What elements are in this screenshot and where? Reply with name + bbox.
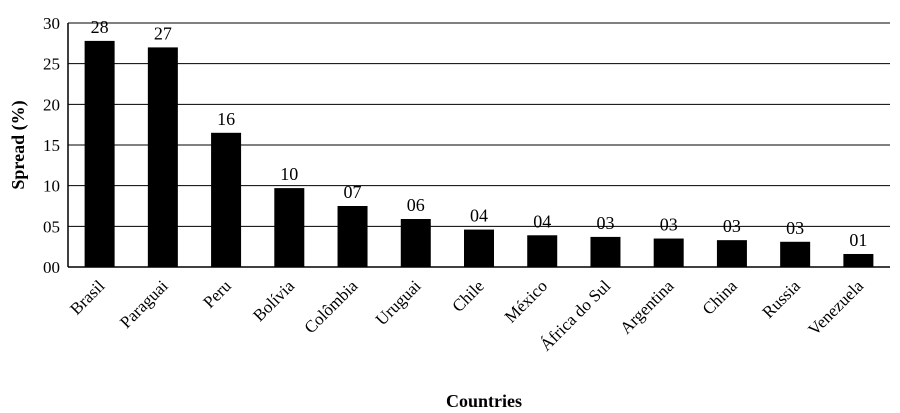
data-label: 04 bbox=[533, 211, 551, 231]
y-axis-ticks: 00 05 10 15 20 25 30 bbox=[43, 14, 60, 277]
bar bbox=[527, 235, 558, 267]
data-label: 06 bbox=[407, 195, 425, 215]
data-label: 04 bbox=[470, 206, 488, 226]
y-tick-label: 30 bbox=[43, 14, 60, 33]
x-axis-categories: Brasil Paraguai Peru Bolívia Colômbia Uruguai… bbox=[66, 276, 867, 355]
x-category-label: China bbox=[699, 276, 741, 318]
data-label: 16 bbox=[217, 109, 235, 129]
x-category-label: México bbox=[501, 276, 551, 326]
bar bbox=[400, 219, 431, 267]
y-tick-label: 20 bbox=[43, 95, 60, 114]
bar bbox=[147, 47, 178, 268]
bar bbox=[211, 132, 242, 267]
data-label: 28 bbox=[91, 17, 109, 37]
data-label: 27 bbox=[154, 23, 172, 43]
bar bbox=[780, 241, 811, 267]
y-tick-label: 05 bbox=[43, 217, 60, 236]
bar bbox=[464, 229, 494, 267]
y-tick-label: 15 bbox=[43, 136, 60, 155]
data-label: 03 bbox=[596, 213, 614, 233]
data-label: 07 bbox=[344, 182, 362, 202]
bar bbox=[716, 240, 747, 267]
bar bbox=[84, 40, 115, 267]
y-tick-label: 25 bbox=[43, 55, 60, 74]
bars bbox=[84, 40, 874, 268]
x-category-label: Brasil bbox=[66, 276, 108, 318]
y-axis-title: Spread (%) bbox=[8, 100, 29, 189]
data-label: 10 bbox=[280, 164, 298, 184]
data-label: 03 bbox=[786, 218, 804, 238]
y-tick-label: 00 bbox=[43, 258, 60, 277]
x-category-label: Russia bbox=[758, 276, 804, 322]
x-category-label: Peru bbox=[199, 276, 235, 312]
x-category-label: Bolívia bbox=[249, 276, 298, 325]
x-category-label: Chile bbox=[448, 276, 487, 315]
bar bbox=[274, 188, 305, 267]
bar bbox=[843, 253, 874, 267]
bar bbox=[337, 206, 368, 267]
bar bbox=[653, 238, 684, 267]
data-label: 03 bbox=[660, 215, 678, 235]
x-category-label: Uruguai bbox=[372, 276, 425, 329]
y-tick-label: 10 bbox=[43, 177, 60, 196]
gridlines bbox=[68, 22, 890, 227]
x-axis-title: Countries bbox=[446, 391, 522, 411]
x-category-label: Colômbia bbox=[301, 276, 362, 337]
bar bbox=[590, 236, 621, 267]
x-category-label: Argentina bbox=[616, 276, 678, 338]
data-label: 03 bbox=[723, 216, 741, 236]
x-category-label: Venezuela bbox=[804, 276, 867, 339]
x-category-label: Paraguai bbox=[116, 276, 172, 332]
data-label: 01 bbox=[849, 230, 867, 250]
data-labels: 28 27 16 10 07 06 04 04 03 03 03 03 01 bbox=[91, 17, 868, 250]
